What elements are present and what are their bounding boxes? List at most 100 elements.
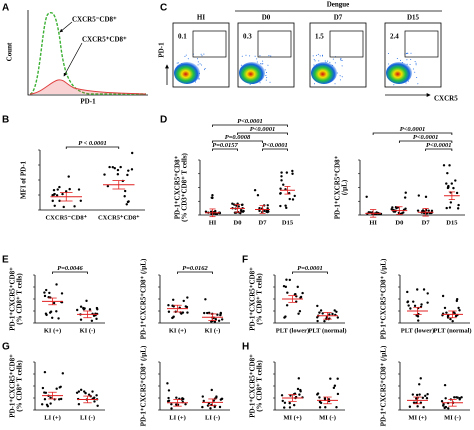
dot xyxy=(443,306,447,310)
dot xyxy=(426,301,429,304)
event-dot xyxy=(254,55,256,57)
dot xyxy=(175,396,178,399)
event-dot xyxy=(176,62,178,64)
dot xyxy=(284,285,288,289)
dot xyxy=(51,199,54,203)
dot xyxy=(444,397,447,400)
dot xyxy=(58,185,61,189)
dot xyxy=(288,406,292,409)
dot xyxy=(279,204,282,208)
dot xyxy=(93,396,96,399)
dot xyxy=(445,206,448,210)
event-dot xyxy=(324,60,326,62)
dot xyxy=(333,309,336,312)
dot xyxy=(55,283,58,286)
event-dot xyxy=(339,75,341,77)
dot xyxy=(284,204,287,207)
dot xyxy=(335,310,338,313)
dot xyxy=(449,317,452,321)
dot xyxy=(45,288,48,292)
dot xyxy=(77,403,81,406)
dot xyxy=(412,401,416,404)
event-dot xyxy=(341,59,343,61)
dot xyxy=(430,209,434,213)
dot xyxy=(76,308,79,312)
bracket xyxy=(52,271,88,274)
dot xyxy=(233,203,236,206)
dot xyxy=(53,398,56,401)
dot xyxy=(61,192,64,196)
dot xyxy=(285,278,288,281)
bracket xyxy=(212,148,238,151)
event-dot xyxy=(198,77,200,79)
dot xyxy=(318,406,322,409)
axis-label: PD-1 xyxy=(80,98,96,106)
gate xyxy=(329,30,364,58)
dot xyxy=(201,405,204,409)
density xyxy=(311,62,337,84)
dot xyxy=(412,300,415,303)
category-label: KI (+) xyxy=(169,327,186,334)
event-dot xyxy=(268,55,270,57)
dot xyxy=(318,396,321,399)
dot xyxy=(455,191,459,195)
dot xyxy=(207,311,211,314)
event-dot xyxy=(414,71,416,73)
dot xyxy=(280,175,283,178)
dot xyxy=(91,390,94,393)
density xyxy=(386,62,412,84)
category-label: PLT (lower) xyxy=(276,327,309,334)
event-dot xyxy=(261,63,263,65)
dot xyxy=(442,164,446,167)
event-dot xyxy=(415,62,417,64)
density xyxy=(174,62,200,84)
axis-label: (% CD8⁺ T cells) xyxy=(16,360,24,412)
category-label: D7 xyxy=(259,219,268,226)
dot xyxy=(53,192,56,196)
panel-label: H xyxy=(242,342,249,353)
dot xyxy=(318,311,321,314)
dot xyxy=(55,310,58,313)
dot xyxy=(457,306,460,310)
p-value: P=0.0162 xyxy=(182,265,208,272)
dot xyxy=(79,199,82,202)
dot xyxy=(167,396,170,400)
dot xyxy=(57,398,61,401)
dot xyxy=(285,206,288,210)
dot xyxy=(448,164,451,167)
dot xyxy=(316,304,319,308)
dot xyxy=(454,179,457,182)
dot xyxy=(291,169,294,173)
histogram-curve xyxy=(29,12,146,95)
event-dot xyxy=(270,55,272,57)
category-label: HI xyxy=(369,219,377,226)
dot xyxy=(53,204,56,207)
dot xyxy=(43,391,46,394)
dot xyxy=(449,201,453,204)
dot xyxy=(108,165,111,169)
event-dot xyxy=(393,84,395,86)
axis-label: (% CD8⁺ T cells) xyxy=(256,273,264,325)
arrow xyxy=(59,21,73,33)
panel-label: B xyxy=(2,115,9,126)
dot xyxy=(170,403,173,406)
event-dot xyxy=(332,58,334,60)
dot xyxy=(421,209,425,212)
category-label: MI (-) xyxy=(444,414,461,421)
dot xyxy=(288,278,292,282)
dot xyxy=(170,407,173,410)
dot xyxy=(413,304,417,308)
dot xyxy=(181,311,185,314)
dot xyxy=(280,171,283,174)
density xyxy=(239,62,265,84)
dot xyxy=(125,203,128,206)
event-dot xyxy=(204,69,206,71)
event-dot xyxy=(256,61,258,63)
dot xyxy=(58,199,61,203)
event-dot xyxy=(245,54,247,56)
panel-label: A xyxy=(2,3,9,14)
event-dot xyxy=(339,79,341,81)
dot xyxy=(204,298,207,301)
dot xyxy=(85,299,88,303)
